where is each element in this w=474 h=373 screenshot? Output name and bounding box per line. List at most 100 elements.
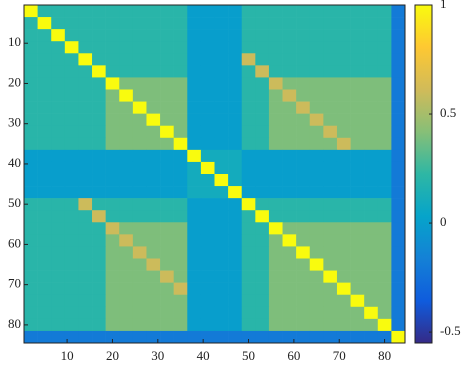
cell xyxy=(92,65,106,78)
cell xyxy=(160,186,174,199)
cell xyxy=(268,149,283,163)
cell xyxy=(200,330,215,344)
cell xyxy=(200,17,215,30)
cell xyxy=(309,29,324,42)
cell xyxy=(51,161,66,175)
cell xyxy=(200,294,215,308)
cell xyxy=(37,5,52,18)
cell xyxy=(364,282,379,296)
cell xyxy=(24,41,38,54)
cell xyxy=(187,294,202,308)
cell xyxy=(391,246,406,259)
cell xyxy=(78,137,93,151)
cell xyxy=(228,77,243,90)
cell xyxy=(309,306,324,320)
cell xyxy=(187,77,202,90)
cell xyxy=(255,77,270,90)
cell xyxy=(24,210,38,223)
cell xyxy=(255,125,270,139)
cell xyxy=(64,53,79,66)
cell xyxy=(78,186,93,199)
cell xyxy=(336,125,351,139)
cell xyxy=(187,174,202,187)
cell xyxy=(268,306,283,320)
cell xyxy=(132,294,147,308)
cell xyxy=(105,318,120,332)
cell xyxy=(350,17,365,30)
cell xyxy=(296,101,311,114)
cell xyxy=(377,161,392,175)
cell xyxy=(78,174,93,187)
cell xyxy=(200,234,215,247)
cell xyxy=(241,330,256,344)
cell xyxy=(24,198,38,211)
cell xyxy=(391,294,406,308)
cell xyxy=(228,137,243,151)
cell xyxy=(92,89,106,102)
cell xyxy=(391,161,406,175)
cell xyxy=(214,198,229,211)
cell xyxy=(187,330,202,344)
cell xyxy=(336,246,351,259)
cell xyxy=(255,294,270,308)
cell xyxy=(200,186,215,199)
cell xyxy=(37,29,52,42)
cell xyxy=(350,294,365,308)
cell xyxy=(64,174,79,187)
cell xyxy=(323,330,338,344)
cell xyxy=(323,306,338,320)
cell xyxy=(364,5,379,18)
cell xyxy=(309,234,324,247)
cell xyxy=(241,137,256,151)
cell xyxy=(214,234,229,247)
cell xyxy=(92,186,106,199)
cell xyxy=(336,294,351,308)
cell xyxy=(309,89,324,102)
cell xyxy=(146,222,161,235)
cell xyxy=(92,53,106,66)
cell xyxy=(119,77,134,90)
cell xyxy=(187,258,202,271)
cell xyxy=(37,330,52,344)
cell xyxy=(92,137,106,151)
cell xyxy=(173,246,188,259)
cell xyxy=(391,137,406,151)
cell xyxy=(214,89,229,102)
cell xyxy=(391,186,406,199)
cell xyxy=(296,330,311,344)
cell xyxy=(309,318,324,332)
cell xyxy=(268,41,283,54)
cell xyxy=(187,65,202,78)
cell xyxy=(187,210,202,223)
cell xyxy=(187,161,202,175)
cell xyxy=(214,29,229,42)
cell xyxy=(296,125,311,139)
cell xyxy=(241,77,256,90)
cell xyxy=(255,65,270,78)
cell xyxy=(160,330,174,344)
cell xyxy=(78,101,93,114)
cell xyxy=(64,306,79,320)
cell xyxy=(37,294,52,308)
cell xyxy=(364,137,379,151)
cell xyxy=(377,270,392,283)
cell xyxy=(160,258,174,271)
cell xyxy=(268,77,283,90)
cell xyxy=(160,174,174,187)
x-tick-label: 80 xyxy=(378,348,391,363)
cell xyxy=(364,270,379,283)
cell xyxy=(105,282,120,296)
cell xyxy=(336,17,351,30)
cell xyxy=(282,306,297,320)
cell xyxy=(228,89,243,102)
cell xyxy=(255,246,270,259)
cell xyxy=(132,270,147,283)
cell xyxy=(105,258,120,271)
cell xyxy=(187,101,202,114)
cell xyxy=(160,65,174,78)
cell xyxy=(24,53,38,66)
cell xyxy=(282,186,297,199)
cell xyxy=(255,113,270,127)
cell xyxy=(187,234,202,247)
cell xyxy=(377,65,392,78)
